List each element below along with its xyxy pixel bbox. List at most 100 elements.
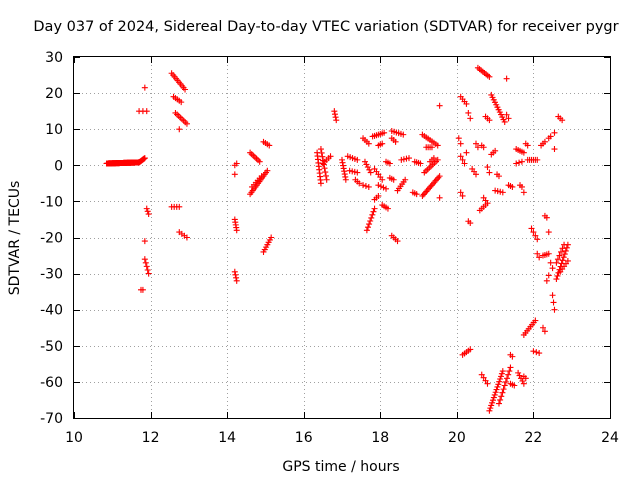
data-point — [331, 108, 338, 115]
data-point — [321, 165, 328, 172]
data-point — [480, 374, 487, 381]
data-point — [420, 191, 427, 198]
data-point — [176, 203, 183, 210]
x-tick-labels: 10 12 14 16 18 20 22 24 — [65, 430, 619, 446]
data-point — [551, 146, 558, 153]
data-point — [491, 391, 498, 398]
data-point — [266, 142, 273, 149]
x-tick-label: 18 — [371, 430, 389, 446]
data-point — [561, 251, 568, 258]
data-point — [403, 155, 410, 162]
data-point — [474, 144, 481, 151]
data-point — [522, 375, 529, 382]
data-point — [142, 259, 149, 266]
data-point — [323, 176, 330, 183]
data-point — [495, 400, 502, 407]
data-point — [383, 185, 390, 192]
data-point — [392, 138, 399, 145]
data-point — [144, 208, 151, 215]
data-point — [467, 346, 474, 353]
data-point — [496, 378, 503, 385]
data-point — [503, 111, 510, 118]
data-point — [327, 153, 334, 160]
data-point — [143, 263, 150, 270]
data-point — [431, 179, 438, 186]
data-point — [509, 183, 516, 190]
data-point — [465, 109, 472, 116]
data-point — [231, 268, 238, 275]
y-tick-label: 20 — [45, 86, 63, 102]
data-point — [530, 348, 537, 355]
data-point — [547, 133, 554, 140]
data-point — [143, 108, 150, 115]
data-point — [500, 386, 507, 393]
data-point — [400, 156, 407, 163]
data-point — [492, 147, 499, 154]
y-tick-label: -30 — [40, 267, 63, 283]
data-point — [506, 368, 513, 375]
data-point — [482, 377, 489, 384]
data-point — [406, 155, 412, 162]
data-point — [233, 227, 240, 234]
x-axis-label: GPS time / hours — [282, 459, 399, 475]
data-point — [559, 257, 566, 264]
data-point — [331, 111, 338, 118]
data-point — [381, 129, 388, 136]
data-point — [178, 99, 185, 106]
data-point — [495, 381, 502, 388]
data-point — [520, 380, 527, 387]
data-point — [484, 200, 491, 207]
data-point — [556, 252, 563, 259]
data-point — [365, 140, 372, 147]
data-point — [516, 372, 523, 379]
data-point — [505, 115, 512, 122]
data-point — [141, 84, 148, 91]
data-point — [554, 256, 561, 263]
x-tick-label: 20 — [448, 430, 466, 446]
data-point — [430, 155, 437, 162]
data-point — [394, 238, 401, 245]
data-point — [379, 140, 386, 147]
data-point — [520, 189, 527, 196]
data-point — [233, 274, 240, 281]
data-point — [518, 158, 525, 165]
data-point — [547, 259, 554, 266]
data-point — [145, 211, 152, 218]
x-tick-label: 22 — [525, 430, 543, 446]
y-tick-label: -40 — [40, 303, 63, 319]
data-point — [554, 272, 561, 279]
data-point — [386, 160, 393, 167]
data-point — [473, 140, 479, 147]
data-point — [486, 73, 493, 80]
data-point — [478, 371, 485, 378]
data-point — [332, 114, 339, 121]
data-point — [534, 236, 541, 243]
x-tick-label: 12 — [142, 430, 160, 446]
data-point — [231, 171, 238, 178]
data-point — [433, 176, 440, 183]
data-point — [495, 173, 502, 180]
data-point — [413, 191, 420, 198]
data-point — [144, 266, 151, 273]
data-point — [532, 232, 539, 239]
data-point — [183, 234, 190, 241]
y-tick-labels: 30 20 10 0 -10 -20 -30 -40 -50 -60 -70 — [40, 50, 63, 427]
data-point — [489, 397, 496, 404]
data-point — [486, 407, 493, 414]
data-point — [417, 160, 424, 167]
data-point — [550, 299, 557, 306]
data-point — [498, 393, 505, 400]
data-point — [143, 205, 150, 212]
chart-title: Day 037 of 2024, Sidereal Day-to-day VTE… — [33, 19, 618, 35]
data-point — [530, 229, 537, 236]
data-point — [419, 192, 426, 199]
y-tick-label: -70 — [40, 411, 63, 427]
data-point — [377, 183, 384, 190]
data-point — [497, 396, 504, 403]
data-point — [426, 185, 433, 192]
data-point — [536, 350, 543, 357]
data-point — [560, 254, 567, 261]
data-point — [379, 176, 386, 183]
data-point — [493, 386, 500, 393]
data-point — [390, 176, 397, 183]
